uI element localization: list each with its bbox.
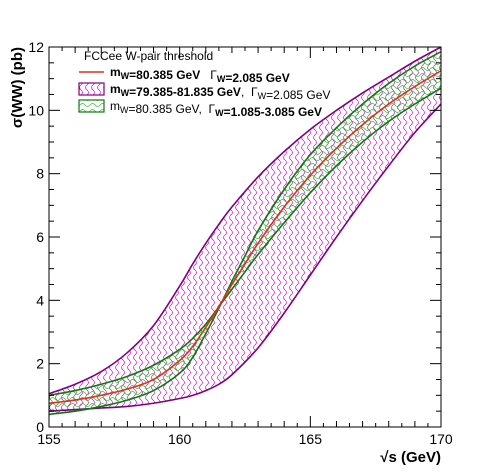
- x-tick-label: 160: [168, 431, 192, 447]
- x-tick-label: 170: [429, 431, 453, 447]
- x-tick-label: 155: [37, 431, 61, 447]
- y-tick-label: 4: [36, 292, 44, 308]
- width-band-edge-a: [49, 87, 441, 397]
- axes-layer: 155 160 165 170 0 2 4 6 8 10 12: [28, 39, 452, 447]
- y-axis-title: σ(WW) (pb): [9, 47, 26, 128]
- y-tick-label: 2: [36, 356, 44, 372]
- legend-label-width-band: mW=80.385 GeV, ΓW=1.085-3.085 GeV: [110, 99, 322, 119]
- y-tick-label: 10: [28, 102, 44, 118]
- y-tick-label: 12: [28, 39, 44, 55]
- y-tick-label: 0: [36, 419, 44, 435]
- mass-band-lower-line: [49, 103, 441, 412]
- lines-layer: [49, 47, 441, 416]
- y-tick-label: 6: [36, 229, 44, 245]
- legend: FCCee W-pair threshold mW=80.385 GeV ΓW=2…: [78, 49, 330, 119]
- bands-layer: [49, 47, 441, 415]
- legend-label-mass-band: mW=79.385-81.835 GeV, ΓW=2.085 GeV: [110, 82, 330, 102]
- central-line: [49, 70, 441, 405]
- legend-title: FCCee W-pair threshold: [84, 49, 213, 63]
- x-tick-label: 165: [299, 431, 323, 447]
- legend-label-central: mW=80.385 GeV ΓW=2.085 GeV: [110, 65, 290, 85]
- legend-swatch-width-band: [78, 99, 105, 113]
- mass-band-upper-line: [49, 47, 441, 395]
- x-axis-title: √s (GeV): [380, 449, 441, 466]
- y-tick-label: 8: [36, 166, 44, 182]
- legend-swatch-mass-band: [78, 82, 105, 96]
- width-band-edge-b: [49, 51, 441, 416]
